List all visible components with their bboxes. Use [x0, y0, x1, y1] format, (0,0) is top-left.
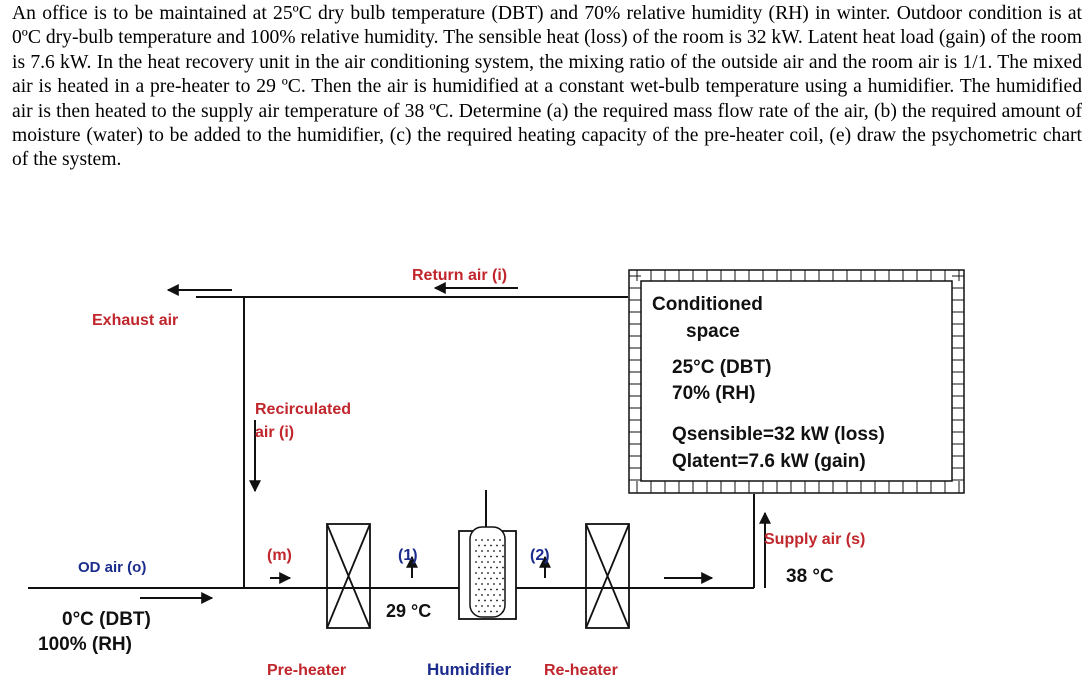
point2-label: (2) [530, 547, 550, 564]
main-duct [28, 555, 754, 604]
room-rh: 70% (RH) [672, 383, 755, 404]
mixed-point-label: (m) [267, 547, 292, 564]
room-dbt: 25°C (DBT) [672, 357, 771, 378]
point1-label: (1) [398, 547, 418, 564]
humidifier-label: Humidifier [427, 660, 511, 679]
od-dbt: 0°C (DBT) [62, 609, 151, 630]
point1-temp: 29 °C [386, 601, 431, 621]
supply-air-duct [753, 494, 771, 588]
conditioned-space-box [628, 269, 965, 494]
conditioned-label-line2: space [686, 321, 740, 342]
reheater-label: Re-heater [544, 662, 618, 679]
recirculated-label-line2: air (i) [255, 424, 294, 441]
return-air-duct [196, 282, 628, 298]
return-air-label: Return air (i) [412, 267, 507, 284]
problem-statement: An office is to be maintained at 25ºC dr… [12, 3, 1082, 171]
reheater-coil [585, 523, 630, 629]
preheater-coil [326, 523, 371, 629]
recirculated-duct [243, 297, 261, 588]
q-latent: Qlatent=7.6 kW (gain) [672, 451, 866, 472]
q-sensible: Qsensible=32 kW (loss) [672, 424, 885, 445]
supply-air-label: Supply air (s) [764, 531, 865, 548]
od-air-label: OD air (o) [78, 559, 146, 576]
supply-temp: 38 °C [786, 566, 834, 587]
od-rh: 100% (RH) [38, 634, 132, 655]
conditioned-label-line1: Conditioned [652, 294, 763, 315]
preheater-label: Pre-heater [267, 662, 346, 679]
exhaust-air-label: Exhaust air [92, 312, 178, 329]
humidifier-unit [458, 490, 517, 620]
recirculated-label-line1: Recirculated [255, 401, 351, 418]
